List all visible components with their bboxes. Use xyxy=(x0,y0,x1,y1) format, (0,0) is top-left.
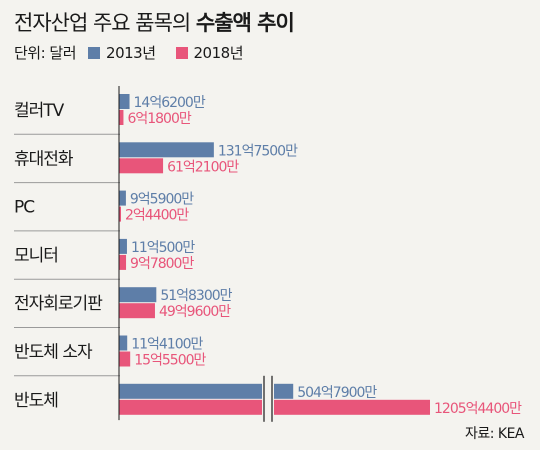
bar xyxy=(119,206,121,222)
value-label: 11억4100만 xyxy=(131,337,203,353)
bar-segment-left xyxy=(119,399,262,415)
bar xyxy=(119,287,157,303)
legend-swatch-2013 xyxy=(88,46,101,59)
bar xyxy=(119,351,131,367)
value-label: 51억8300만 xyxy=(160,288,232,304)
source-note: 자료: KEA xyxy=(464,426,525,442)
bar-segment-right xyxy=(274,399,430,415)
chart-title-normal: 전자산업 주요 품목의 xyxy=(14,11,196,35)
value-label: 504억7900만 xyxy=(297,385,377,401)
category-label: 반도체 소자 xyxy=(14,343,93,363)
value-label: 6억1800만 xyxy=(127,111,191,127)
value-label: 14억6200만 xyxy=(134,95,206,111)
value-label: 15억5500만 xyxy=(134,353,206,369)
chart-title: 전자산업 주요 품목의 수출액 추이 xyxy=(14,7,295,37)
category-label: 전자회로기판 xyxy=(14,294,103,314)
bar xyxy=(119,110,124,125)
bar-segment-right xyxy=(274,383,294,399)
bar xyxy=(119,335,128,351)
legend-swatch-2018 xyxy=(175,46,188,59)
value-label: 11억500만 xyxy=(131,240,195,256)
category-label: 반도체 xyxy=(14,391,58,411)
value-label: 9억5900만 xyxy=(130,192,194,208)
bar xyxy=(119,190,126,206)
category-label: 컬러TV xyxy=(14,101,65,121)
legend-label-2013: 2013년 xyxy=(106,44,156,62)
value-label: 61억2100만 xyxy=(167,159,239,175)
category-label: 모니터 xyxy=(14,246,58,266)
legend-item-2013: 2013년 xyxy=(76,42,156,63)
bar xyxy=(119,238,127,254)
value-label: 131억7500만 xyxy=(218,143,298,159)
bar xyxy=(119,254,127,270)
category-label: PC xyxy=(14,198,34,218)
bar xyxy=(119,94,130,109)
value-label: 2억4400만 xyxy=(125,208,189,224)
value-label: 49억9600만 xyxy=(159,304,231,320)
chart-legend: 단위: 달러 2013년 2018년 xyxy=(14,42,244,63)
unit-label: 단위: 달러 xyxy=(14,44,77,62)
value-label: 9억7800만 xyxy=(130,256,194,272)
bar-segment-left xyxy=(119,383,262,399)
category-label: 휴대전화 xyxy=(14,149,74,169)
value-label: 1205억4400만 xyxy=(434,401,522,417)
bar xyxy=(119,142,214,158)
legend-item-2018: 2018년 xyxy=(156,42,244,63)
bar xyxy=(119,303,155,319)
legend-label-2018: 2018년 xyxy=(193,44,244,62)
bar xyxy=(119,158,164,174)
chart-title-bold: 수출액 추이 xyxy=(195,11,295,35)
